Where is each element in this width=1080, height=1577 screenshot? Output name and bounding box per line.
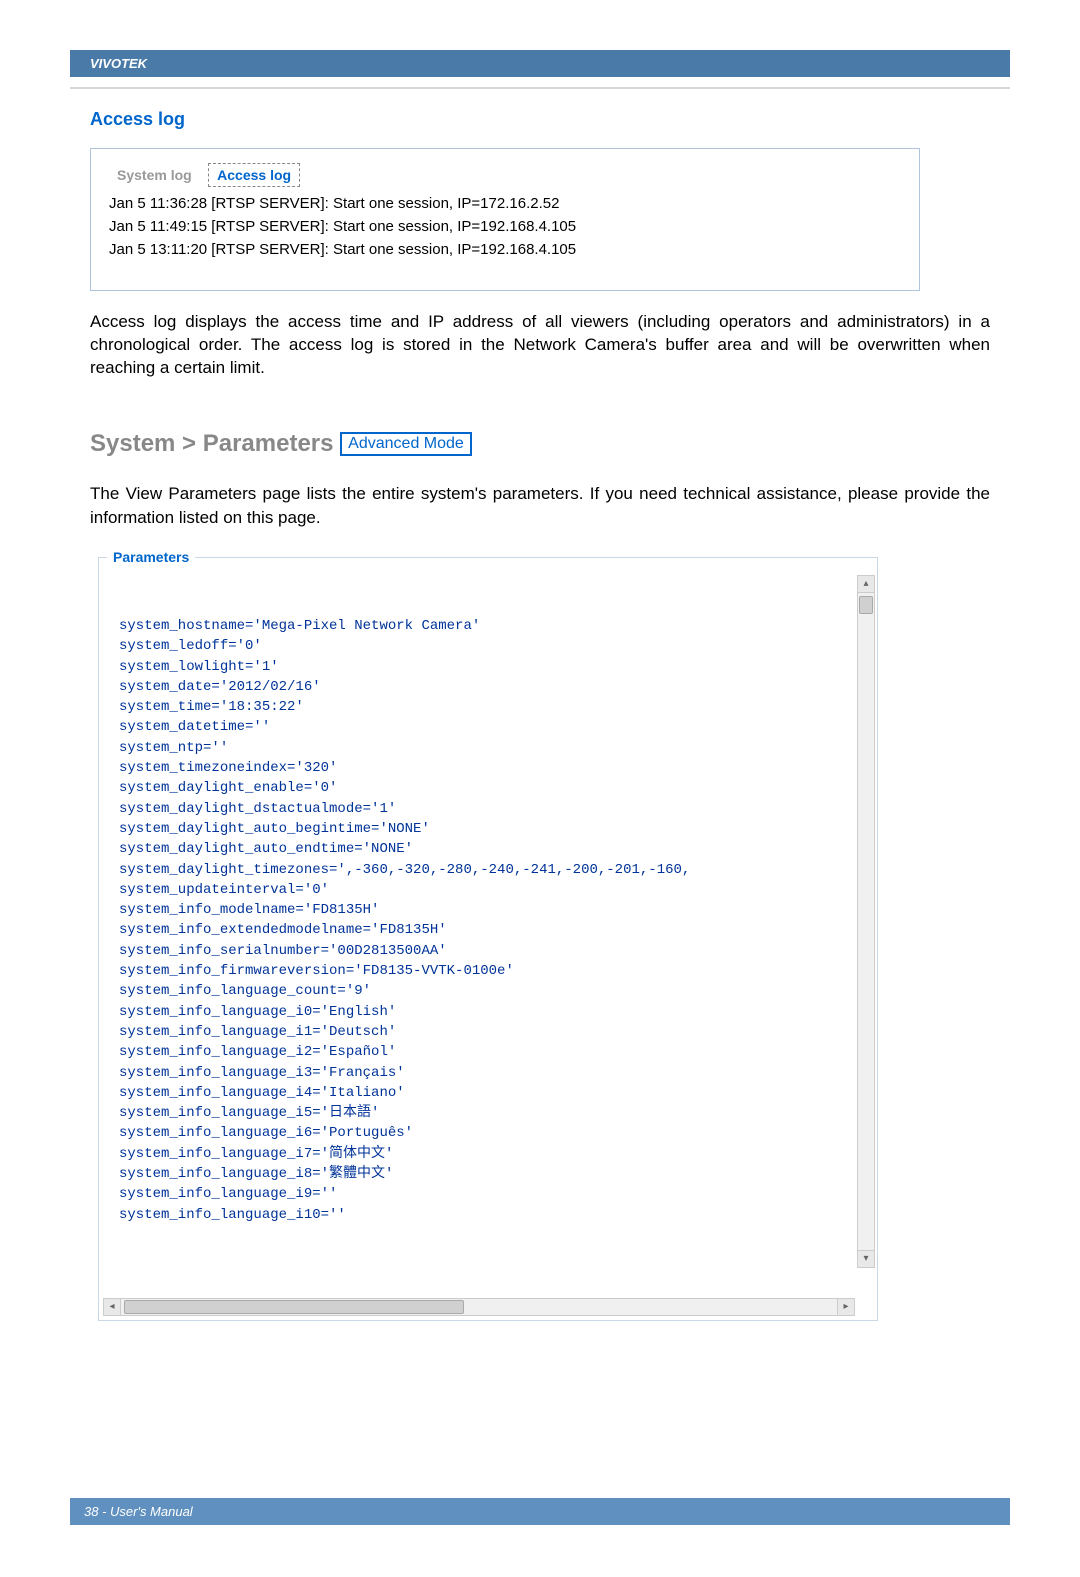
parameter-line: system_info_language_i5='日本語' xyxy=(119,1103,877,1123)
parameter-line: system_info_language_i3='Français' xyxy=(119,1063,877,1083)
parameter-line: system_info_language_i8='繁體中文' xyxy=(119,1164,877,1184)
page-footer: 38 - User's Manual xyxy=(70,1498,1010,1525)
parameters-fieldset: Parameters system_hostname='Mega-Pixel N… xyxy=(98,549,878,1320)
parameter-line: system_daylight_auto_begintime='NONE' xyxy=(119,819,877,839)
footer-text: 38 - User's Manual xyxy=(84,1504,193,1519)
parameter-line: system_daylight_auto_endtime='NONE' xyxy=(119,839,877,859)
parameter-line: system_hostname='Mega-Pixel Network Came… xyxy=(119,616,877,636)
vertical-scrollbar[interactable]: ▴ ▾ xyxy=(857,575,875,1267)
log-line: Jan 5 11:49:15 [RTSP SERVER]: Start one … xyxy=(109,218,901,235)
parameter-line: system_info_language_i7='简体中文' xyxy=(119,1144,877,1164)
page-content: Access log System log Access log Jan 5 1… xyxy=(0,89,1080,1321)
scroll-thumb-vertical[interactable] xyxy=(859,596,873,614)
parameter-line: system_info_language_i0='English' xyxy=(119,1002,877,1022)
scroll-left-icon[interactable]: ◂ xyxy=(104,1299,121,1315)
access-log-description: Access log displays the access time and … xyxy=(90,311,990,380)
scroll-thumb-horizontal[interactable] xyxy=(124,1300,464,1314)
parameter-line: system_info_language_count='9' xyxy=(119,981,877,1001)
scroll-down-icon[interactable]: ▾ xyxy=(858,1250,874,1267)
parameter-line: system_timezoneindex='320' xyxy=(119,758,877,778)
parameter-line: system_daylight_enable='0' xyxy=(119,778,877,798)
parameter-line: system_info_language_i10='' xyxy=(119,1205,877,1225)
advanced-mode-badge: Advanced Mode xyxy=(340,432,472,456)
log-line: Jan 5 13:11:20 [RTSP SERVER]: Start one … xyxy=(109,241,901,258)
parameter-line: system_ledoff='0' xyxy=(119,636,877,656)
scroll-up-icon[interactable]: ▴ xyxy=(858,576,874,593)
system-parameters-heading: System > Parameters Advanced Mode xyxy=(90,430,990,458)
log-line: Jan 5 11:36:28 [RTSP SERVER]: Start one … xyxy=(109,195,901,212)
scroll-right-icon[interactable]: ▸ xyxy=(837,1299,854,1315)
parameter-line: system_time='18:35:22' xyxy=(119,697,877,717)
access-log-panel: System log Access log Jan 5 11:36:28 [RT… xyxy=(90,148,920,291)
access-log-title: Access log xyxy=(90,109,990,130)
access-log-lines: Jan 5 11:36:28 [RTSP SERVER]: Start one … xyxy=(109,195,901,258)
parameters-description: The View Parameters page lists the entir… xyxy=(90,482,990,530)
parameter-line: system_info_serialnumber='00D2813500AA' xyxy=(119,941,877,961)
parameter-line: system_info_extendedmodelname='FD8135H' xyxy=(119,920,877,940)
parameters-scroll-area: system_hostname='Mega-Pixel Network Came… xyxy=(99,565,877,1295)
parameter-line: system_daylight_timezones=',-360,-320,-2… xyxy=(119,860,877,880)
log-tabs: System log Access log xyxy=(109,163,901,187)
parameter-line: system_daylight_dstactualmode='1' xyxy=(119,799,877,819)
parameter-line: system_ntp='' xyxy=(119,738,877,758)
parameter-line: system_info_language_i1='Deutsch' xyxy=(119,1022,877,1042)
parameter-line: system_lowlight='1' xyxy=(119,657,877,677)
tab-system-log[interactable]: System log xyxy=(109,164,200,186)
parameter-line: system_info_language_i6='Português' xyxy=(119,1123,877,1143)
system-parameters-heading-text: System > Parameters xyxy=(90,430,334,457)
parameters-legend: Parameters xyxy=(107,549,195,565)
tab-access-log[interactable]: Access log xyxy=(208,163,300,187)
parameter-line: system_info_language_i2='Español' xyxy=(119,1042,877,1062)
parameter-line: system_updateinterval='0' xyxy=(119,880,877,900)
parameter-line: system_info_firmwareversion='FD8135-VVTK… xyxy=(119,961,877,981)
parameter-line: system_date='2012/02/16' xyxy=(119,677,877,697)
parameter-line: system_info_language_i4='Italiano' xyxy=(119,1083,877,1103)
brand-header: VIVOTEK xyxy=(70,50,1010,77)
parameter-line: system_info_modelname='FD8135H' xyxy=(119,900,877,920)
parameters-text: system_hostname='Mega-Pixel Network Came… xyxy=(119,616,877,1225)
brand-text: VIVOTEK xyxy=(90,56,147,71)
horizontal-scrollbar[interactable]: ◂ ▸ xyxy=(103,1298,855,1316)
parameter-line: system_datetime='' xyxy=(119,717,877,737)
parameter-line: system_info_language_i9='' xyxy=(119,1184,877,1204)
